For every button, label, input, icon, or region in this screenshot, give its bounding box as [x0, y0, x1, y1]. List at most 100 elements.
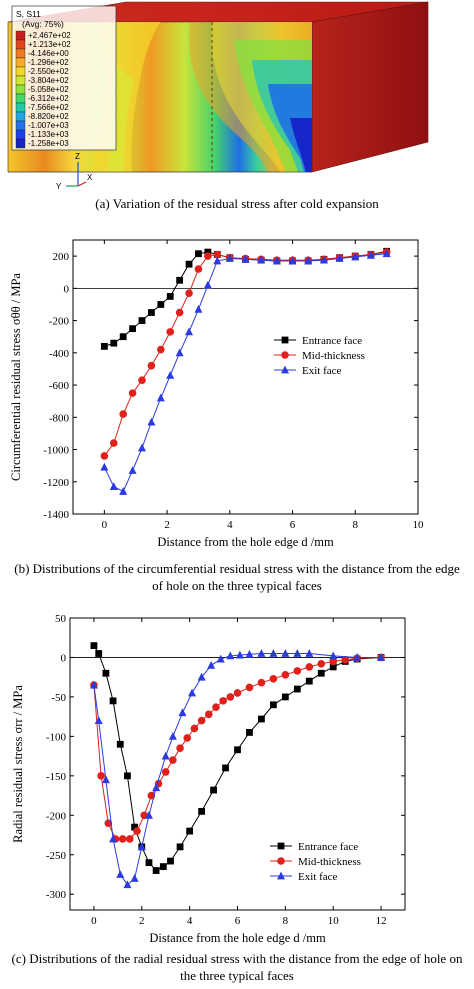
legend-label: Entrance face	[302, 335, 362, 347]
data-point-marker	[100, 452, 109, 460]
data-point-marker	[133, 827, 141, 835]
x-tick-label: 4	[187, 915, 193, 927]
legend-value: +2.467e+02	[28, 31, 71, 40]
data-point-marker	[216, 654, 225, 663]
data-point-marker	[186, 827, 194, 835]
data-point-marker	[269, 674, 278, 683]
data-point-marker	[204, 252, 212, 260]
data-point-marker	[329, 663, 337, 671]
data-point-marker	[129, 325, 136, 333]
data-point-marker	[147, 417, 156, 426]
y-tick-label: -50	[51, 692, 66, 704]
data-point-marker	[226, 651, 235, 660]
data-point-marker	[246, 729, 253, 736]
data-point-marker	[210, 786, 217, 794]
data-point-marker	[194, 304, 203, 313]
y-tick-label: -1200	[43, 477, 69, 489]
y-tick-label: 0	[64, 283, 70, 295]
data-point-marker	[204, 710, 213, 719]
x-axis-label: Distance from the hole edge d /mm	[157, 535, 334, 549]
x-tick-label: 8	[283, 915, 289, 927]
data-point-marker	[194, 265, 203, 273]
legend-value: -1.296e+02	[28, 58, 69, 67]
series-triangle	[89, 649, 386, 889]
x-tick-label: 0	[91, 915, 97, 927]
data-point-marker	[317, 659, 326, 668]
data-point-marker	[213, 256, 222, 265]
data-point-marker	[90, 642, 98, 650]
data-point-marker	[152, 867, 160, 874]
data-point-marker	[176, 276, 184, 284]
data-point-marker	[317, 669, 325, 677]
radial-stress-chart: 0 2 4 6 8 10 12 -300 -250 -200 -150 -100 -50 0 50 Entra…	[11, 613, 406, 945]
legend-value: -1.007e+03	[28, 121, 69, 130]
data-point-marker	[293, 667, 302, 675]
data-point-marker	[138, 443, 146, 452]
figure-a-caption: (a) Variation of the residual stress aft…	[95, 196, 379, 211]
data-point-marker	[185, 260, 193, 268]
legend-swatch	[15, 111, 26, 122]
circumferential-stress-chart: 0 2 4 6 8 10 -1400 -1200 -1000 -800 -600 -400 -200 0 2…	[9, 239, 425, 549]
legend-value: -4.146e+00	[28, 49, 69, 58]
data-point-marker	[89, 680, 98, 689]
legend-label: Entrance face	[298, 841, 358, 853]
legend-title: S, S11	[16, 9, 41, 19]
x-tick-label: 10	[328, 915, 340, 927]
data-point-marker	[225, 254, 234, 262]
data-point-marker	[137, 842, 146, 851]
legend-swatch	[15, 57, 26, 68]
y-tick-label: -1000	[43, 445, 69, 457]
legend-swatch	[15, 93, 26, 104]
x-axis-label: Distance from the hole edge d /mm	[149, 931, 326, 945]
data-point-marker	[123, 880, 132, 889]
data-point-marker	[281, 693, 289, 701]
series-square	[90, 642, 385, 874]
legend-swatch	[15, 102, 26, 113]
legend-value: -1.133e+03	[28, 130, 69, 139]
data-point-marker	[212, 703, 220, 711]
legend-swatch	[15, 84, 26, 95]
data-point-marker	[304, 256, 313, 265]
data-point-marker	[257, 649, 266, 657]
legend-label: Exit face	[302, 365, 342, 377]
data-point-marker	[152, 783, 161, 792]
x-tick-label: 6	[290, 519, 296, 531]
data-point-marker	[128, 466, 137, 474]
legend-subtitle: (Avg: 75%)	[22, 19, 64, 29]
chart-b-figure: 0 2 4 6 8 10 -1400 -1200 -1000 -800 -600 -400 -200 0 2…	[0, 226, 474, 604]
data-point-marker	[100, 342, 108, 350]
series-triangle	[100, 249, 391, 495]
data-point-marker	[104, 819, 113, 827]
legend-value: -7.566e+02	[28, 103, 69, 112]
figure-c-caption: (c) Distributions of the radial residual…	[11, 951, 463, 983]
series-circle	[90, 653, 385, 843]
y-axis-label: Circumferential residual stress σθθ / MP…	[9, 273, 23, 481]
data-point-marker	[118, 835, 127, 843]
legend-value: +1.213e+02	[28, 40, 71, 49]
data-point-marker	[188, 688, 197, 697]
axis-y-label: Y	[56, 182, 62, 190]
data-point-marker	[341, 656, 349, 664]
x-tick-label: 2	[139, 915, 145, 927]
y-tick-label: -250	[46, 850, 67, 862]
data-point-marker	[148, 309, 155, 316]
data-point-marker	[147, 361, 156, 370]
data-point-marker	[101, 775, 110, 784]
legend-label: Mid-thickness	[298, 856, 361, 868]
x-tick-label: 10	[413, 519, 425, 531]
legend-box	[11, 5, 117, 151]
data-point-marker	[281, 671, 290, 679]
data-point-marker	[176, 744, 184, 753]
data-point-marker	[166, 328, 175, 336]
data-point-marker	[213, 250, 222, 259]
legend-swatch	[15, 66, 26, 77]
series-line	[93, 645, 382, 872]
data-point-marker	[119, 333, 127, 341]
y-tick-label: -100	[46, 731, 67, 743]
y-tick-label: -200	[49, 316, 70, 328]
legend-value: -5.058e+02	[28, 85, 69, 94]
y-tick-label: -300	[46, 889, 67, 901]
data-point-marker	[95, 650, 103, 657]
legend-value: -1.258e+03	[28, 139, 69, 148]
legend: Entrance face Mid-thickness Exit face	[270, 841, 361, 883]
